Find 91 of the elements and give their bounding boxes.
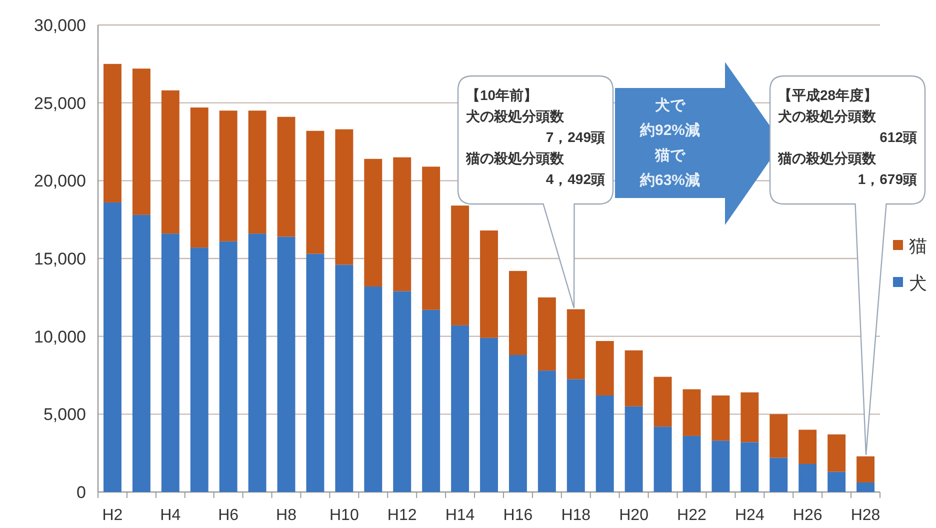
bar [770, 458, 788, 492]
bar [248, 110, 266, 234]
bar [422, 166, 440, 310]
x-tick-label: H10 [330, 507, 359, 524]
x-tick-label: H28 [850, 507, 880, 524]
bar [798, 430, 817, 464]
y-tick-label: 20,000 [34, 172, 86, 191]
bar [566, 379, 585, 492]
bar [219, 241, 238, 492]
x-tick-label: H2 [102, 507, 123, 524]
bar [798, 464, 817, 492]
bar [277, 236, 296, 492]
bar [856, 482, 874, 492]
annotation: 猫の殺処分頭数 [465, 150, 565, 166]
bar [624, 406, 643, 492]
x-tick-label: H6 [218, 507, 239, 524]
bar [508, 270, 527, 356]
bar [538, 297, 556, 371]
annotation: 612頭 [880, 129, 917, 145]
bar [624, 350, 643, 406]
bar [566, 309, 585, 380]
bar [248, 234, 266, 492]
bar [828, 434, 846, 472]
x-tick-label: H22 [677, 507, 707, 524]
bar [596, 395, 614, 492]
y-tick-label: 15,000 [34, 250, 86, 268]
y-tick-label: 30,000 [34, 16, 86, 35]
bar [451, 206, 470, 326]
annotation: 7，249頭 [546, 129, 605, 145]
x-tick-label: H8 [276, 507, 297, 524]
bar [161, 234, 180, 492]
x-tick-label: H26 [792, 507, 822, 524]
bar [480, 230, 498, 338]
bar [422, 310, 440, 492]
bar [364, 158, 382, 287]
bar [393, 157, 412, 292]
bar [132, 68, 150, 215]
annotation: 犬で [655, 97, 686, 114]
bar [277, 116, 296, 237]
bar [740, 392, 759, 442]
legend-label: 猫 [909, 236, 927, 256]
bar [335, 264, 354, 492]
x-tick-label: H14 [445, 507, 475, 524]
annotation: 1，679頭 [858, 171, 917, 187]
bar [480, 338, 498, 492]
x-tick-label: H4 [160, 507, 181, 524]
annotation: 猫の殺処分頭数 [777, 150, 877, 166]
bar [190, 248, 208, 492]
annotation: 【平成28年度】 [778, 87, 878, 103]
bar [654, 426, 672, 492]
annotation: 約63%減 [638, 172, 700, 189]
x-tick-label: H24 [734, 507, 764, 524]
bar [393, 291, 412, 492]
annotation: 4，492頭 [546, 171, 605, 187]
annotation: 【10年前】 [466, 87, 538, 103]
bar [451, 325, 470, 492]
bar [740, 442, 759, 492]
bar [306, 254, 324, 492]
bar [828, 472, 846, 492]
bar [712, 440, 730, 492]
x-tick-label: H12 [387, 507, 417, 524]
legend-label: 犬 [909, 273, 927, 293]
y-tick-label: 5,000 [43, 405, 86, 424]
bar [596, 341, 614, 396]
bar [508, 355, 527, 492]
bar [712, 395, 730, 441]
bar [538, 370, 556, 492]
bar [306, 130, 324, 254]
annotation: 犬の殺処分頭数 [778, 108, 877, 124]
y-tick-label: 10,000 [34, 327, 86, 346]
bar [682, 389, 701, 436]
bar [682, 436, 701, 492]
bar [132, 214, 150, 492]
bar [104, 64, 122, 202]
x-tick-label: H18 [561, 507, 591, 524]
bar [104, 202, 122, 492]
y-tick-label: 0 [76, 483, 86, 502]
x-tick-label: H20 [619, 507, 649, 524]
bar [219, 110, 238, 242]
bar [364, 286, 382, 492]
annotation: 猫で [654, 147, 686, 164]
bar [335, 129, 354, 265]
bar [770, 414, 788, 458]
annotation: 約92%減 [638, 122, 700, 139]
bar [856, 456, 874, 482]
y-tick-label: 25,000 [34, 94, 86, 113]
x-tick-label: H16 [503, 507, 533, 524]
bar [161, 90, 180, 234]
bar [190, 108, 208, 248]
bar [654, 376, 672, 427]
annotation: 犬の殺処分頭数 [466, 108, 565, 124]
